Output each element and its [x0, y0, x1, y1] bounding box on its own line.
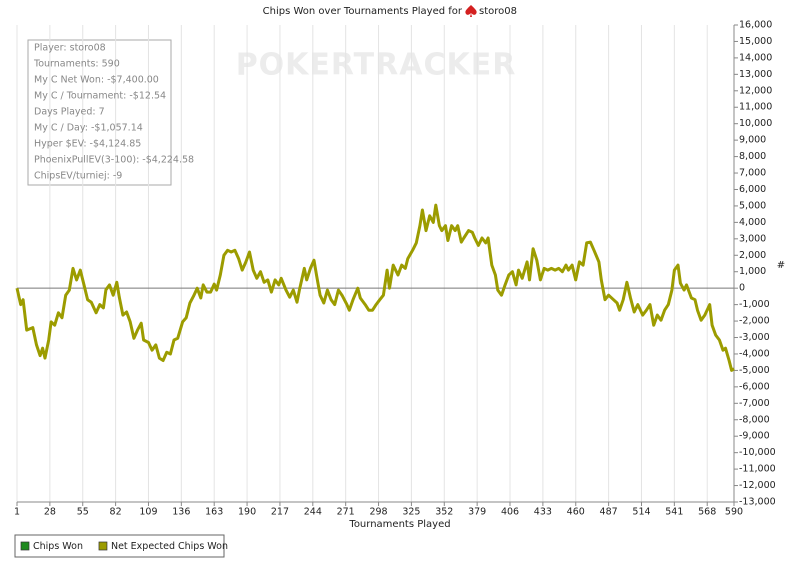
- y-tick-label: 0: [739, 283, 745, 294]
- x-tick-label: 82: [110, 507, 122, 518]
- x-tick-label: 568: [698, 507, 716, 518]
- x-tick-label: 55: [77, 507, 89, 518]
- x-tick-label: 271: [337, 507, 355, 518]
- y-tick-label: -4,000: [739, 348, 770, 359]
- legend-swatch: [98, 541, 108, 551]
- y-tick-label: -12,000: [739, 480, 776, 491]
- x-tick-label: 352: [435, 507, 453, 518]
- y-tick-label: 3,000: [739, 233, 766, 244]
- y-tick-label: 5,000: [739, 200, 766, 211]
- stat-line: My C / Day: -$1,057.14: [34, 123, 143, 134]
- y-tick-label: 7,000: [739, 168, 766, 179]
- y-tick-label: -5,000: [739, 365, 770, 376]
- y-tick-label: 8,000: [739, 151, 766, 162]
- x-tick-label: 514: [632, 507, 650, 518]
- stat-line: PhoenixPullEV(3-100): -$4,224.58: [34, 155, 194, 166]
- stat-line: Player: storo08: [34, 43, 106, 54]
- y-tick-label: 12,000: [739, 85, 772, 96]
- y-tick-label: -11,000: [739, 464, 776, 475]
- legend-swatch: [20, 541, 30, 551]
- y-tick-label: 6,000: [739, 184, 766, 195]
- legend-box: [14, 534, 225, 558]
- x-tick-label: 298: [369, 507, 387, 518]
- x-tick-label: 217: [271, 507, 289, 518]
- y-tick-label: 13,000: [739, 69, 772, 80]
- series-line: [15, 203, 735, 372]
- stats-box: [27, 39, 172, 186]
- x-tick-label: 433: [534, 507, 552, 518]
- stat-line: Hyper $EV: -$4,124.85: [34, 139, 141, 150]
- y-tick-label: -9,000: [739, 431, 770, 442]
- y-tick-label: -3,000: [739, 332, 770, 343]
- y-tick-label: -1,000: [739, 299, 770, 310]
- x-tick-label: 460: [567, 507, 585, 518]
- y-tick-label: 15,000: [739, 36, 772, 47]
- x-tick-label: 1: [14, 507, 20, 518]
- y-tick-label: 1,000: [739, 266, 766, 277]
- y-tick-label: 16,000: [739, 20, 772, 31]
- y-tick-label: -6,000: [739, 381, 770, 392]
- x-tick-label: 244: [304, 507, 322, 518]
- y-axis-label: #: [777, 260, 785, 271]
- legend-label: Chips Won: [33, 541, 83, 552]
- x-tick-label: 136: [172, 507, 190, 518]
- stat-line: Tournaments: 590: [33, 59, 120, 70]
- y-tick-label: 14,000: [739, 52, 772, 63]
- y-tick-label: 2,000: [739, 250, 766, 261]
- y-tick-label: -10,000: [739, 447, 776, 458]
- x-tick-label: 190: [238, 507, 256, 518]
- legend-label: Net Expected Chips Won: [111, 541, 228, 552]
- y-tick-label: -2,000: [739, 316, 770, 327]
- y-tick-label: -7,000: [739, 398, 770, 409]
- x-tick-label: 28: [44, 507, 56, 518]
- x-tick-label: 541: [665, 507, 683, 518]
- x-tick-label: 406: [501, 507, 519, 518]
- x-tick-label: 590: [725, 507, 743, 518]
- x-tick-label: 109: [139, 507, 157, 518]
- stat-line: ChipsEV/turniej: -9: [34, 171, 122, 182]
- y-tick-label: 9,000: [739, 135, 766, 146]
- y-tick-label: 11,000: [739, 102, 772, 113]
- stat-line: My C / Tournament: -$12.54: [34, 91, 166, 102]
- player-icon: [465, 5, 477, 17]
- chart-title: Chips Won over Tournaments Played for: [263, 6, 463, 17]
- x-axis-label: Tournaments Played: [348, 519, 450, 530]
- watermark: POKERTRACKER: [236, 48, 517, 83]
- y-tick-label: -8,000: [739, 414, 770, 425]
- y-tick-label: 4,000: [739, 217, 766, 228]
- x-tick-label: 163: [205, 507, 223, 518]
- y-tick-label: 10,000: [739, 118, 772, 129]
- x-tick-label: 487: [600, 507, 618, 518]
- stat-line: My C Net Won: -$7,400.00: [34, 75, 159, 86]
- x-tick-label: 379: [468, 507, 486, 518]
- player-name: storo08: [479, 6, 517, 17]
- y-tick-label: -13,000: [739, 497, 776, 508]
- stat-line: Days Played: 7: [34, 107, 105, 118]
- x-tick-label: 325: [402, 507, 420, 518]
